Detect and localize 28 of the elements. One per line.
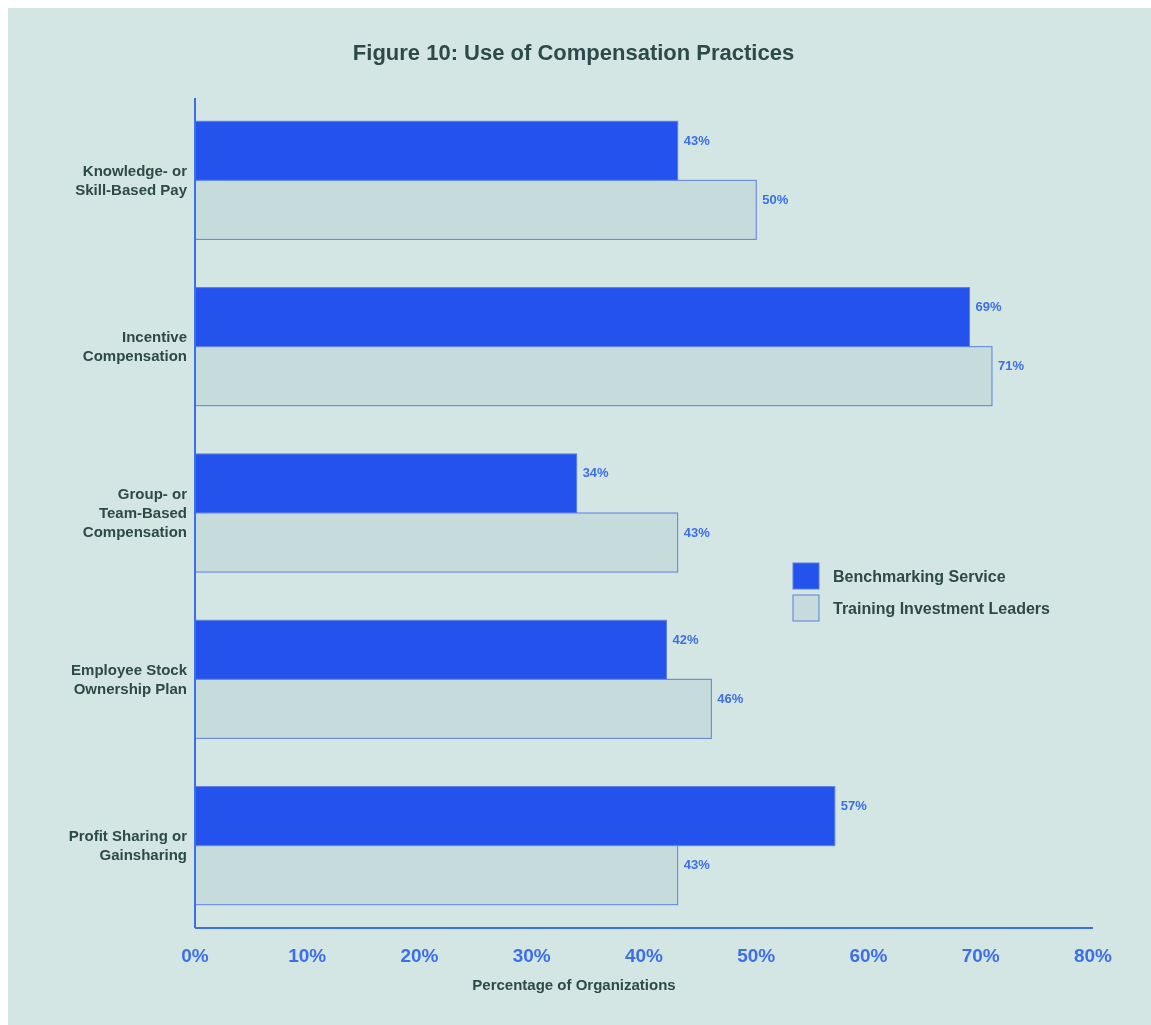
- data-label: 69%: [975, 299, 1002, 315]
- data-label: 46%: [717, 690, 744, 706]
- x-axis-title: Percentage of Organizations: [472, 976, 676, 993]
- data-label: 50%: [762, 191, 789, 207]
- data-label: 34%: [582, 465, 610, 481]
- data-label: 57%: [840, 798, 868, 814]
- x-tick-label: 20%: [400, 945, 439, 966]
- legend-label: Training Investment Leaders: [833, 600, 1051, 617]
- legend-label: Benchmarking Service: [833, 568, 1006, 585]
- x-tick-label: 30%: [512, 945, 551, 966]
- y-tick-label: Profit Sharing or Gainsharing: [68, 827, 188, 864]
- data-label: 71%: [997, 358, 1025, 374]
- y-tick-label: Incentive Compensation: [82, 328, 187, 365]
- x-tick-label: 80%: [1073, 945, 1113, 966]
- y-tick-label: Knowledge- or Skill-Based Pay: [75, 161, 188, 198]
- data-label: 42%: [672, 631, 699, 647]
- x-tick-label: 70%: [961, 945, 1000, 966]
- x-tick-label: 40%: [624, 945, 664, 966]
- y-tick-label: Group- or Team-Based Compensation: [82, 485, 188, 540]
- data-label: 43%: [683, 857, 711, 873]
- x-tick-label: 10%: [288, 945, 327, 966]
- data-label: 43%: [683, 524, 711, 540]
- y-tick-label: Employee Stock Ownership Plan: [71, 660, 188, 697]
- x-tick-label: 50%: [737, 945, 776, 966]
- x-tick-label: 60%: [849, 945, 888, 966]
- data-label: 43%: [683, 132, 711, 148]
- x-tick-label: 0%: [181, 945, 209, 966]
- chart-title: Figure 10: Use of Compensation Practices: [352, 40, 795, 65]
